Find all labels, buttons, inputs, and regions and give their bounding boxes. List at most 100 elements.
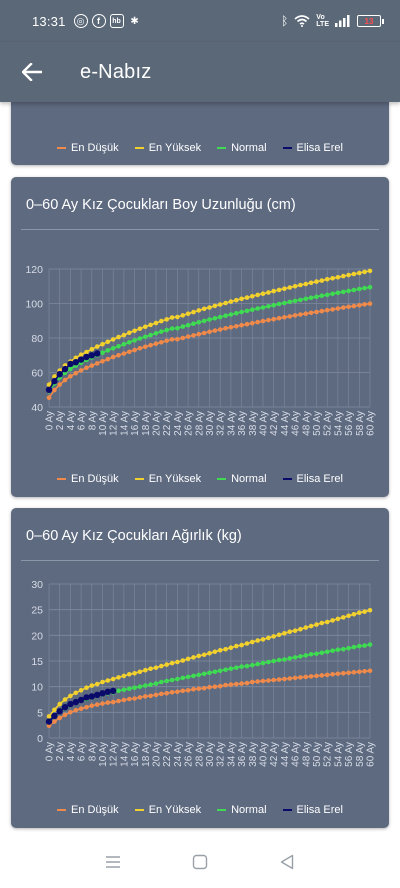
x-tick-label: 16 Ay	[130, 411, 141, 436]
data-point	[239, 681, 244, 686]
data-point	[62, 697, 68, 702]
data-point	[153, 341, 159, 346]
menu-icon	[106, 856, 121, 868]
data-point	[217, 683, 223, 689]
data-point	[324, 649, 330, 655]
x-tick-label: 8 Ay	[87, 411, 98, 430]
instagram-icon: ◎	[73, 14, 88, 28]
data-point	[276, 657, 282, 663]
x-tick-label: 26 Ay	[184, 742, 195, 767]
data-point	[298, 312, 303, 317]
data-point	[287, 676, 293, 681]
data-point	[52, 707, 57, 713]
data-point	[362, 302, 367, 307]
data-point	[357, 270, 362, 276]
x-tick-label: 52 Ay	[323, 411, 334, 436]
legend-item-highest: En Yüksek	[134, 473, 201, 485]
x-tick-label: 6 Ay	[77, 742, 88, 761]
series-child	[45, 350, 101, 393]
data-point	[351, 644, 357, 650]
chart-grid	[48, 583, 371, 739]
data-point	[78, 706, 84, 711]
data-point	[357, 610, 362, 615]
data-point	[180, 675, 186, 681]
data-point	[362, 269, 367, 275]
data-point	[180, 313, 186, 318]
data-point	[191, 333, 196, 338]
volte-icon: Vo LTE	[316, 14, 329, 28]
data-point	[148, 693, 153, 699]
data-point	[180, 658, 186, 663]
data-point	[57, 701, 62, 707]
data-point	[362, 643, 367, 648]
x-tick-label: 20 Ay	[152, 742, 163, 767]
data-point	[308, 674, 314, 679]
x-tick-label: 52 Ay	[323, 742, 334, 767]
x-tick-label: 54 Ay	[333, 411, 344, 436]
legend-item-child: Elisa Erel	[282, 142, 343, 154]
data-point	[319, 650, 325, 656]
data-point	[83, 353, 90, 361]
data-point	[244, 308, 250, 314]
data-point	[228, 682, 234, 687]
data-point	[266, 317, 271, 323]
data-point	[159, 691, 164, 697]
arrow-left-icon	[22, 63, 42, 81]
home-button[interactable]	[180, 842, 220, 882]
data-point	[234, 310, 239, 316]
y-tick-label: 60	[31, 368, 43, 380]
status-right: ᛒ Vo LTE 13	[281, 14, 384, 28]
y-tick-label: 15	[31, 656, 43, 668]
data-point	[148, 666, 153, 671]
x-tick-label: 4 Ay	[66, 411, 77, 430]
data-point	[271, 677, 277, 683]
data-point	[271, 302, 277, 308]
recent-apps-button[interactable]	[93, 842, 133, 882]
data-point	[153, 665, 159, 670]
data-point	[185, 674, 191, 680]
data-point	[260, 637, 266, 642]
data-point	[303, 674, 309, 680]
data-point	[298, 626, 303, 632]
data-point	[341, 305, 346, 310]
data-point	[148, 342, 153, 348]
data-point	[357, 669, 362, 675]
data-point	[105, 678, 111, 683]
back-button[interactable]	[0, 42, 64, 102]
data-point	[116, 344, 121, 349]
data-point	[143, 334, 148, 340]
data-point	[250, 679, 255, 685]
data-point	[57, 382, 62, 387]
data-point	[298, 297, 303, 303]
data-point	[137, 346, 143, 351]
data-point	[266, 304, 271, 309]
legend-item-normal: Normal	[217, 142, 267, 154]
data-point	[159, 318, 164, 324]
back-nav-button[interactable]	[267, 842, 307, 882]
data-point	[127, 696, 132, 702]
data-point	[89, 683, 95, 688]
data-point	[73, 370, 79, 376]
data-point	[143, 324, 148, 330]
data-point	[153, 320, 159, 326]
data-point	[250, 320, 255, 326]
data-point	[68, 374, 73, 379]
data-point	[137, 336, 143, 341]
data-point	[351, 612, 357, 617]
y-tick-label: 80	[31, 333, 43, 345]
data-point	[239, 322, 244, 328]
data-point	[362, 609, 367, 614]
y-tick-label: 40	[31, 402, 43, 414]
legend-item-child: Elisa Erel	[282, 804, 343, 816]
data-point	[88, 352, 96, 359]
data-point	[244, 663, 250, 669]
x-tick-label: 8 Ay	[87, 742, 98, 761]
data-point	[330, 307, 335, 312]
data-point	[341, 671, 346, 676]
data-point	[77, 696, 85, 704]
data-point	[341, 615, 346, 620]
data-point	[148, 682, 153, 687]
data-point	[314, 309, 319, 315]
system-nav-bar	[0, 836, 400, 888]
data-point	[191, 686, 196, 692]
